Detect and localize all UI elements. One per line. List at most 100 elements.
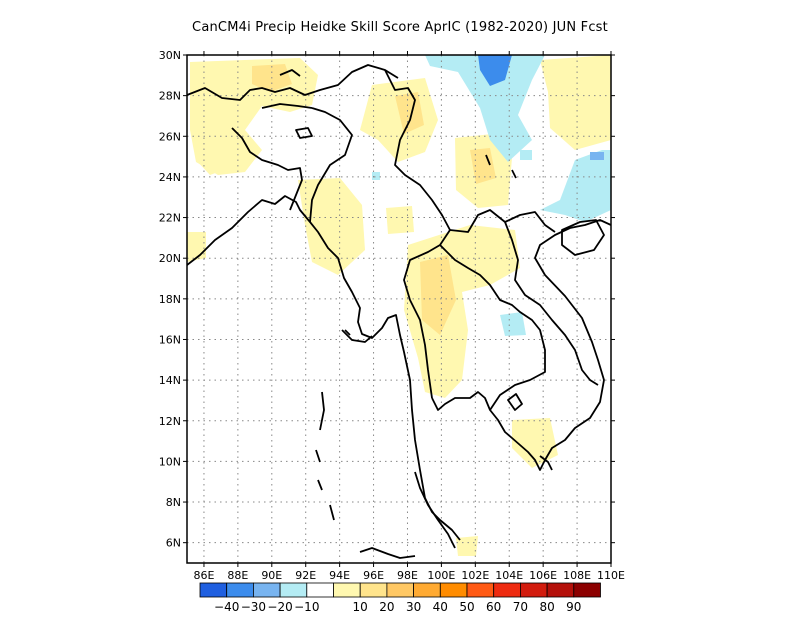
lon-tick-label: 100E — [427, 569, 455, 582]
shade-patch-north-blue-core — [478, 55, 512, 86]
lon-tick-label: 104E — [495, 569, 523, 582]
legend-swatch — [520, 582, 548, 598]
lon-tick-label: 86E — [193, 569, 214, 582]
shade-patch-tiny-blue3 — [590, 152, 604, 160]
shade-patch-small — [386, 206, 414, 234]
lat-tick-label: 10N — [159, 455, 181, 468]
legend-swatch — [386, 582, 414, 598]
color-legend: −40 −30 −20 −10 10 20 30 40 50 60 70 80 90 — [199, 582, 601, 614]
lat-tick-label: 14N — [159, 374, 181, 387]
coastline-malay — [414, 471, 456, 549]
shade-patch-east-upper — [540, 55, 611, 150]
lat-tick-label: 12N — [159, 415, 181, 428]
lon-tick-label: 110E — [597, 569, 625, 582]
legend-swatch — [546, 582, 575, 598]
legend-label: 60 — [486, 600, 501, 614]
legend-label: 40 — [433, 600, 448, 614]
legend-label: 10 — [353, 600, 368, 614]
lon-tick-label: 108E — [563, 569, 591, 582]
border-laos — [449, 209, 599, 386]
shade-patch-east-blue — [540, 150, 611, 222]
border-bhutan — [261, 103, 313, 109]
shade-patch-tiny-blue2 — [520, 150, 532, 160]
legend-swatch — [306, 582, 334, 598]
lat-tick-label: 6N — [166, 537, 181, 550]
legend-swatch — [359, 582, 388, 598]
lon-tick-label: 92E — [295, 569, 316, 582]
shade-patch-laos-blue — [500, 312, 526, 336]
border-china-vietnam — [504, 211, 556, 233]
lon-tick-label: 90E — [261, 569, 282, 582]
lat-tick-label: 18N — [159, 293, 181, 306]
shade-patch-north-blue — [425, 55, 545, 162]
lon-tick-label: 106E — [529, 569, 557, 582]
coastline-west — [187, 195, 461, 541]
shade-patch-cambodia — [512, 418, 558, 468]
inland-lake-north — [279, 69, 301, 77]
legend-label: 50 — [459, 600, 474, 614]
coastline-tonle-sap — [507, 393, 523, 411]
shade-patch-bangladesh — [196, 128, 238, 175]
legend-label: 30 — [406, 600, 421, 614]
inland-lake-2 — [295, 127, 313, 139]
inland-lake-3 — [485, 154, 517, 179]
legend-swatch — [413, 582, 441, 598]
shade-patch-tiny-blue — [372, 172, 380, 180]
legend-label: 70 — [513, 600, 528, 614]
longitude-tick-labels: 86E 88E 90E 92E 94E 96E 98E 100E 102E 104E 106E 108… — [193, 569, 625, 582]
lat-tick-label: 24N — [159, 171, 181, 184]
coastline-andaman — [315, 391, 335, 521]
skill-shading — [187, 55, 611, 556]
legend-swatch — [439, 582, 468, 598]
border-myanmar-thailand — [403, 244, 441, 399]
legend-swatch — [466, 582, 495, 598]
shade-patch-thai-north — [404, 225, 520, 398]
legend-swatch — [199, 582, 228, 598]
legend-label: −30 — [241, 600, 266, 614]
legend-label: 20 — [379, 600, 394, 614]
border-india-myanmar — [309, 107, 353, 223]
lat-tick-label: 16N — [159, 333, 181, 346]
lat-tick-label: 22N — [159, 212, 181, 225]
lat-tick-label: 26N — [159, 130, 181, 143]
lat-tick-label: 28N — [159, 90, 181, 103]
lon-tick-label: 88E — [227, 569, 248, 582]
legend-swatch — [493, 582, 521, 598]
lon-tick-label: 98E — [397, 569, 418, 582]
lon-tick-label: 96E — [363, 569, 384, 582]
coastlines-and-borders — [187, 64, 611, 559]
lat-tick-label: 20N — [159, 252, 181, 265]
legend-label: 80 — [539, 600, 554, 614]
legend-swatch — [333, 582, 361, 598]
legend-swatch — [226, 582, 254, 598]
legend-label: −20 — [267, 600, 292, 614]
map-grid — [187, 55, 611, 563]
shade-patch-thai-north-core — [420, 255, 456, 335]
border-thai-laos — [439, 244, 546, 411]
legend-label: −10 — [294, 600, 319, 614]
coastline-hainan — [561, 219, 605, 256]
shade-patch-south — [456, 536, 478, 556]
island-andaman-1 — [344, 329, 351, 336]
axis-tick-marks — [183, 51, 615, 567]
coastline-myanmar-delta — [341, 329, 373, 343]
coastline-hainan-islands — [539, 455, 553, 471]
coastline-sumatra — [359, 547, 416, 559]
map-frame — [186, 54, 612, 564]
lat-tick-label: 30N — [159, 49, 181, 62]
legend-label: 90 — [566, 600, 581, 614]
shade-patch-north-myanmar-core — [395, 92, 424, 134]
coastline-thai-gulf — [431, 219, 611, 471]
shade-patch-central-west — [298, 178, 365, 275]
lon-tick-label: 102E — [461, 569, 489, 582]
lon-tick-label: 94E — [329, 569, 350, 582]
border-myanmar-china — [384, 69, 451, 246]
legend-swatch — [279, 582, 308, 598]
legend-swatch — [573, 582, 601, 598]
border-bangladesh — [231, 127, 303, 211]
lat-tick-label: 8N — [166, 496, 181, 509]
map-title: CanCM4i Precip Heidke Skill Score AprIC … — [192, 20, 608, 35]
legend-label: −40 — [214, 600, 239, 614]
shade-patch-yunnan-core — [470, 148, 496, 184]
